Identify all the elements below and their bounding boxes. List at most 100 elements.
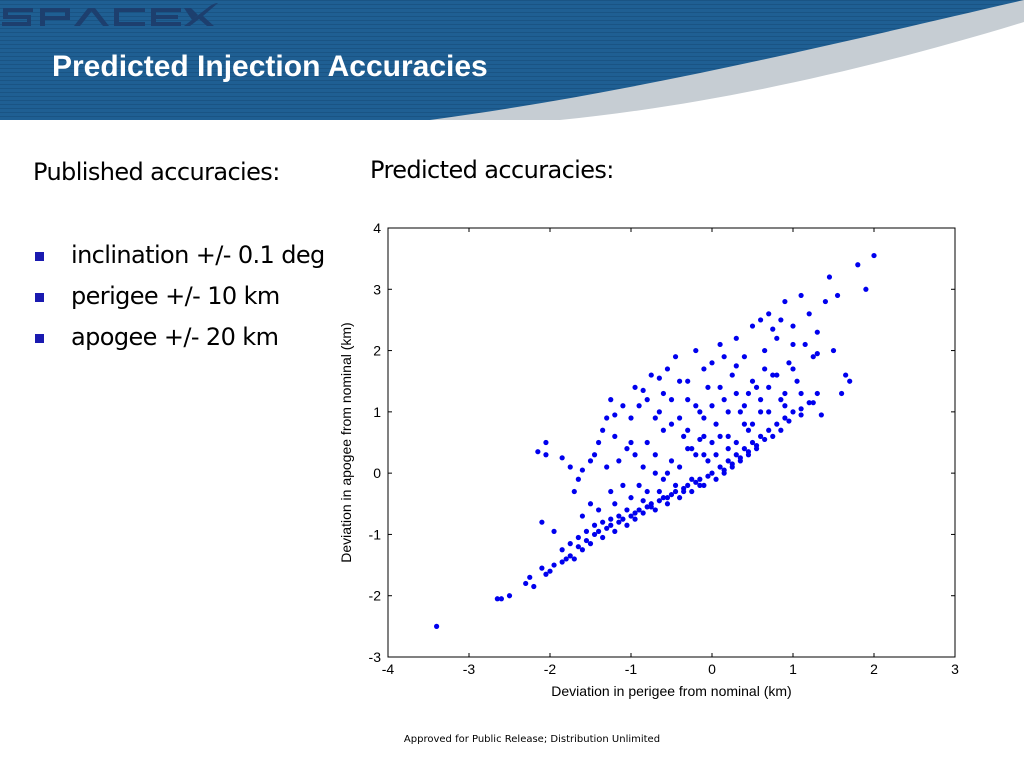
scatter-point — [725, 446, 731, 452]
scatter-point — [624, 507, 630, 513]
scatter-point — [604, 525, 610, 531]
scatter-point — [668, 458, 675, 464]
scatter-point — [636, 507, 642, 513]
x-tick-label: 1 — [789, 661, 797, 677]
scatter-point — [591, 531, 598, 538]
scatter-point — [563, 556, 569, 562]
scatter-point — [608, 516, 614, 522]
scatter-point — [705, 384, 711, 390]
scatter-point — [806, 400, 812, 406]
scatter-point — [664, 501, 671, 507]
scatter-point — [790, 409, 796, 415]
scatter-point — [644, 488, 650, 495]
scatter-point — [749, 439, 756, 446]
scatter-point — [664, 470, 671, 476]
scatter-point — [681, 488, 687, 495]
scatter-point — [733, 439, 739, 446]
scatter-point — [717, 341, 723, 348]
scatter-point — [628, 415, 634, 421]
scatter-point — [640, 464, 646, 470]
scatter-point — [814, 351, 820, 357]
scatter-point — [620, 403, 626, 409]
scatter-point — [612, 528, 618, 534]
scatter-point — [741, 403, 747, 409]
predicted-accuracies-heading: Predicted accuracies: — [370, 156, 614, 184]
scatter-point — [612, 501, 618, 507]
scatter-point — [652, 470, 658, 476]
scatter-point — [628, 513, 634, 519]
scatter-point — [575, 476, 581, 482]
scatter-point — [701, 452, 707, 458]
scatter-point — [583, 528, 590, 534]
scatter-point — [758, 409, 764, 415]
scatter-point — [863, 286, 869, 292]
scatter-point — [774, 421, 780, 427]
release-footer: Approved for Public Release; Distributio… — [403, 734, 661, 745]
y-tick-label: 4 — [373, 220, 381, 236]
scatter-point — [600, 427, 606, 433]
scatter-point — [535, 449, 541, 455]
scatter-point — [527, 574, 533, 580]
scatter-point — [814, 390, 820, 397]
scatter-point — [600, 519, 606, 525]
scatter-point — [559, 559, 565, 565]
scatter-point — [717, 464, 723, 470]
scatter-point — [766, 384, 772, 390]
scatter-point — [693, 403, 699, 409]
scatter-point — [790, 341, 796, 348]
scatter-point — [774, 372, 780, 378]
scatter-point — [543, 571, 549, 577]
scatter-point — [741, 354, 747, 360]
scatter-point — [753, 446, 760, 452]
scatter-point — [705, 473, 711, 479]
scatter-point — [632, 516, 638, 522]
scatter-point — [636, 482, 642, 488]
scatter-point — [847, 378, 853, 384]
scatter-point — [579, 467, 585, 473]
y-tick-label: 2 — [373, 343, 381, 359]
scatter-point — [660, 390, 666, 397]
scatter-point — [766, 409, 772, 415]
header-background — [0, 0, 1024, 120]
scatter-point — [737, 409, 743, 415]
scatter-point — [644, 504, 650, 510]
x-tick-label: -4 — [382, 661, 395, 677]
scatter-point — [648, 504, 654, 510]
scatter-point — [810, 354, 816, 360]
scatter-point — [596, 507, 602, 513]
scatter-point — [567, 464, 573, 470]
scatter-point — [806, 311, 812, 317]
scatter-point — [656, 498, 662, 504]
scatter-point — [697, 482, 703, 488]
scatter-point — [790, 366, 796, 372]
scatter-point — [774, 335, 780, 341]
y-tick-label: 0 — [373, 465, 381, 481]
scatter-point — [749, 378, 756, 384]
scatter-point — [741, 421, 747, 427]
y-axis-label: Deviation in apogee from nominal (km) — [338, 322, 354, 562]
bullet-text: inclination +/- 0.1 deg — [71, 241, 325, 269]
scatter-point — [668, 397, 675, 403]
scatter-point — [575, 544, 581, 550]
scatter-point — [778, 317, 784, 323]
scatter-point — [782, 415, 788, 421]
scatter-point — [656, 488, 662, 495]
scatter-point — [604, 415, 610, 421]
scatter-point — [616, 519, 622, 525]
y-tick-label: -3 — [369, 649, 382, 665]
scatter-point — [705, 458, 711, 464]
scatter-point — [551, 528, 557, 534]
scatter-point — [664, 366, 671, 372]
scatter-point — [729, 464, 735, 470]
scatter-point — [624, 446, 630, 452]
scatter-point — [762, 436, 768, 443]
scatter-point — [741, 446, 747, 452]
scatter-point — [620, 482, 626, 488]
scatter-point — [624, 522, 630, 528]
scatter-point — [591, 522, 598, 528]
scatter-point — [733, 363, 739, 369]
scatter-point — [758, 397, 764, 403]
scatter-point — [753, 384, 760, 390]
scatter-point — [701, 366, 707, 372]
